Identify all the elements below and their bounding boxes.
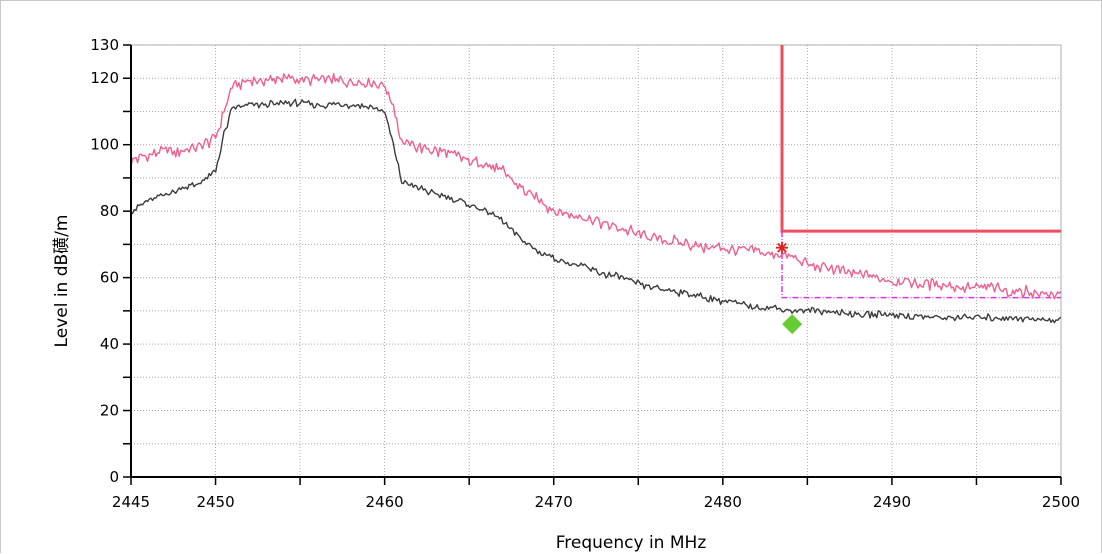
x-tick-label: 2500 [1042,493,1080,511]
x-tick-label: 2490 [873,493,911,511]
x-tick-label: 2450 [196,493,234,511]
y-tick-label: 120 [90,69,119,87]
y-tick-label: 40 [100,335,119,353]
grid [130,44,1062,478]
y-tick-label: 20 [100,402,119,420]
markers [776,241,803,335]
y-axis-title: Level in dB磺/m [52,215,72,348]
x-tick-label: 2470 [535,493,573,511]
diamond-marker [782,314,803,335]
star-marker [776,241,788,254]
x-tick-label: 2460 [366,493,404,511]
series-line-1 [130,72,1062,300]
limit-line-1 [780,45,1061,233]
y-tick-label: 80 [100,202,119,220]
y-tick-label: 100 [90,136,119,154]
y-tick-label: 130 [90,36,119,54]
axes: 0 20 40 60 80 100 120 130 2445 2450 2460 2470 2480 24… [90,36,1080,511]
y-tick-label: 60 [100,269,119,287]
x-axis-title: Frequency in MHz [556,533,707,553]
series-line-2 [130,98,1062,324]
limit-lines [780,45,1061,299]
x-tick-label: 2480 [704,493,742,511]
x-tick-label: 2445 [112,493,150,511]
plot-border [130,44,1062,478]
series-group [130,72,1062,324]
star-ray [777,242,787,253]
limit-line-2 [781,231,1061,299]
y-tick-label: 0 [109,468,119,486]
